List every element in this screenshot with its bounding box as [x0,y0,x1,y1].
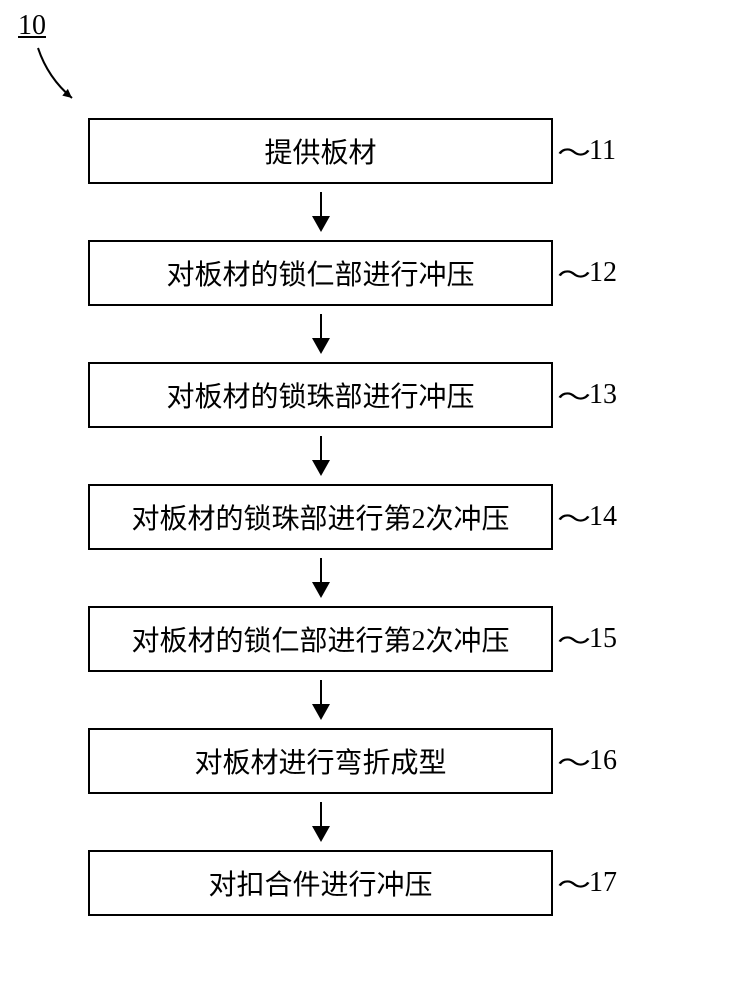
flow-step-text: 对扣合件进行冲压 [208,863,432,903]
flow-step-box: 对扣合件进行冲压 [88,850,553,916]
flow-step-number: 17 [589,867,617,899]
flow-arrow-head [312,460,330,476]
flow-step-text: 对板材进行弯折成型 [194,741,446,781]
flow-arrow-line [320,436,322,460]
flow-step-number: 12 [589,257,617,289]
flow-arrow-line [320,802,322,826]
flow-arrow-line [320,192,322,216]
flow-step-text: 提供板材 [264,131,376,171]
lead-tilde: ～ [557,743,591,780]
flow-step-box: 对板材进行弯折成型 [88,728,553,794]
flow-step-text: 对板材的锁珠部进行冲压 [166,375,474,415]
flow-arrow-head [312,582,330,598]
flow-step-number: 15 [589,623,617,655]
flow-step-box: 提供板材 [88,118,553,184]
lead-tilde: ～ [557,499,591,536]
lead-tilde: ～ [557,377,591,414]
flow-step-box: 对板材的锁珠部进行冲压 [88,362,553,428]
flow-step-text: 对板材的锁珠部进行第2次冲压 [131,497,509,537]
lead-tilde: ～ [557,865,591,902]
figure-lead-arrow [0,0,120,120]
lead-tilde: ～ [557,621,591,658]
flow-step-text: 对板材的锁仁部进行第2次冲压 [131,619,509,659]
flow-step-number: 11 [589,135,616,167]
flow-arrow-head [312,704,330,720]
flow-arrow-head [312,216,330,232]
flow-arrow-line [320,558,322,582]
flow-step-box: 对板材的锁珠部进行第2次冲压 [88,484,553,550]
flow-step-number: 14 [589,501,617,533]
flow-arrow-head [312,338,330,354]
flow-step-box: 对板材的锁仁部进行冲压 [88,240,553,306]
flow-arrow-line [320,314,322,338]
flow-arrow-line [320,680,322,704]
lead-tilde: ～ [557,133,591,170]
flow-step-text: 对板材的锁仁部进行冲压 [166,253,474,293]
flow-step-box: 对板材的锁仁部进行第2次冲压 [88,606,553,672]
flow-step-number: 13 [589,379,617,411]
lead-tilde: ～ [557,255,591,292]
flow-step-number: 16 [589,745,617,777]
flow-arrow-head [312,826,330,842]
